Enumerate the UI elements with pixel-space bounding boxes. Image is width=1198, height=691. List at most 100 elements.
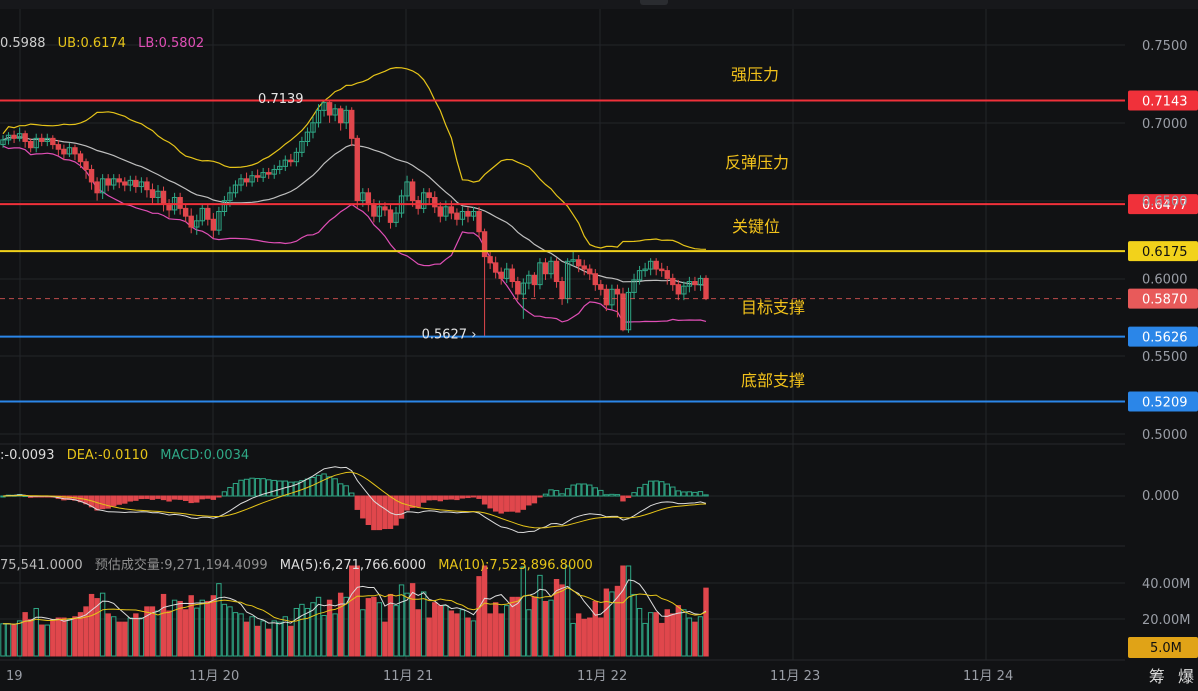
level-annotation: 关键位: [732, 217, 780, 236]
macd-histogram-bar: [581, 483, 587, 497]
macd-histogram-bar: [199, 495, 205, 500]
volume-bar: [692, 621, 698, 657]
macd-histogram-bar: [504, 495, 510, 512]
time-axis-tick: 11月 24: [963, 669, 1013, 684]
candle-body: [72, 147, 78, 155]
volume-bar: [609, 591, 615, 657]
boll-upper-line: [2, 66, 707, 250]
volume-bar: [360, 609, 366, 657]
macd-histogram-bar: [564, 488, 571, 497]
candle-body: [282, 159, 289, 167]
volume-bar: [703, 587, 709, 657]
boll-legend: 0.5988 UB:0.6174 LB:0.5802: [0, 36, 212, 51]
candle-body: [149, 189, 156, 198]
candle-body: [288, 159, 294, 163]
level-price-badge: [1128, 326, 1198, 347]
volume-bar: [205, 600, 211, 657]
macd-histogram-bar: [393, 495, 399, 526]
volume-bar: [509, 596, 515, 657]
volume-bar: [459, 609, 466, 657]
volume-ma10-line: [3, 587, 707, 625]
candle-body: [99, 178, 106, 194]
candle-body: [614, 288, 621, 295]
candle-body: [592, 273, 598, 286]
macd-histogram-bar: [670, 486, 676, 497]
level-price-label: 0.5209: [1142, 395, 1188, 410]
candle-body: [531, 274, 538, 286]
macd-dea-line: [2, 471, 707, 529]
macd-histogram-bar: [609, 493, 615, 497]
candle-body: [575, 259, 582, 267]
volume-bar: [454, 613, 460, 657]
volume-bar: [559, 584, 565, 657]
macd-histogram-bar: [99, 495, 106, 510]
macd-histogram-bar: [349, 492, 355, 497]
level-price-label: 0.7143: [1142, 95, 1188, 110]
macd-histogram-bar: [587, 484, 593, 497]
volume-bar: [72, 616, 78, 657]
macd-histogram-bar: [249, 477, 255, 497]
candle-body: [94, 181, 100, 194]
candle-body: [83, 161, 89, 170]
volume-bar: [415, 609, 421, 657]
macd-hist-value: MACD:0.0034: [160, 448, 250, 463]
macd-dif-value: :-0.0093: [0, 448, 55, 463]
candle-body: [188, 215, 194, 228]
volume-bar: [83, 606, 89, 657]
volume-bar: [271, 620, 277, 657]
volume-bar: [116, 621, 122, 657]
macd-histogram-bar: [138, 495, 145, 500]
candle-body: [443, 206, 449, 217]
macd-histogram-bar: [570, 484, 576, 497]
volume-bar: [636, 607, 643, 657]
volume-bar: [260, 620, 266, 657]
candle-body: [116, 178, 122, 183]
candle-body: [0, 139, 6, 146]
candle-body: [310, 122, 316, 133]
candle-body: [642, 268, 648, 272]
candle-body: [199, 207, 205, 222]
macd-histogram-bar: [254, 478, 261, 497]
volume-bar: [470, 620, 477, 657]
macd-histogram-bar: [432, 495, 438, 501]
level-price-badge: [1128, 241, 1198, 262]
time-axis-tick: 11月 20: [189, 669, 239, 684]
volume-bar: [492, 602, 499, 657]
volume-bar: [55, 617, 62, 657]
candle-body: [659, 268, 665, 272]
candle-body: [387, 209, 394, 223]
candle-body: [61, 148, 67, 155]
candle-body: [365, 192, 372, 205]
candle-body: [520, 282, 527, 295]
chip-distribution-icon[interactable]: 筹: [1148, 667, 1165, 686]
top-bar: [0, 0, 1198, 9]
volume-bar: [393, 605, 399, 657]
level-price-label: 0.5626: [1142, 331, 1188, 346]
macd-histogram-bar: [149, 495, 156, 500]
volume-bar: [188, 595, 194, 657]
macd-histogram-bar: [332, 478, 338, 497]
macd-histogram-bar: [592, 487, 598, 497]
top-handle[interactable]: [640, 0, 668, 5]
macd-histogram-bar: [182, 495, 189, 501]
candle-body: [653, 260, 659, 270]
level-annotation: 底部支撑: [741, 371, 805, 390]
candle-body: [33, 137, 39, 149]
candle-body: [11, 134, 17, 139]
candle-body: [238, 178, 244, 186]
volume-bar: [448, 610, 455, 657]
volume-bar: [227, 606, 233, 657]
volume-bar: [177, 600, 183, 657]
macd-histogram-bar: [155, 495, 161, 499]
volume-bar: [216, 583, 222, 657]
candle-body: [393, 212, 399, 223]
macd-histogram-bar: [354, 495, 360, 510]
volume-bar: [664, 609, 670, 657]
macd-histogram-bar: [326, 476, 333, 497]
candle-body: [182, 207, 189, 217]
liquidation-icon[interactable]: 爆: [1177, 667, 1194, 686]
macd-histogram-bar: [133, 495, 139, 501]
macd-histogram-bar: [509, 495, 515, 512]
candle-body: [542, 262, 549, 275]
